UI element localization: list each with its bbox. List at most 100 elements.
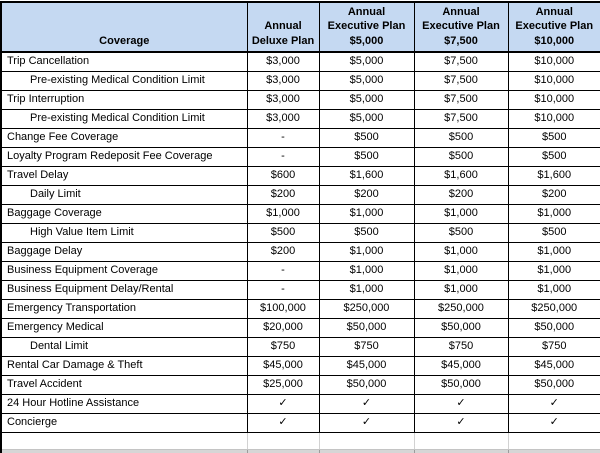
table-row: Pre-existing Medical Condition Limit $3,0… bbox=[0, 108, 600, 129]
coverage-label: Baggage Delay bbox=[0, 241, 248, 262]
plan-value: $50,000 bbox=[507, 317, 600, 338]
plan-value: $45,000 bbox=[318, 355, 415, 376]
check-icon: ✓ bbox=[318, 412, 415, 433]
policy-cost-value: $620 bbox=[413, 448, 509, 453]
plan-value: $1,000 bbox=[507, 260, 600, 281]
plan-value: $1,000 bbox=[413, 241, 509, 262]
plan-value: $500 bbox=[413, 146, 509, 167]
table-row: Dental Limit $750 $750 $750 $750 bbox=[0, 336, 600, 357]
policy-cost-value: $275 bbox=[246, 448, 320, 453]
plan-value: $7,500 bbox=[413, 70, 509, 91]
coverage-label: 24 Hour Hotline Assistance bbox=[0, 393, 248, 414]
policy-cost-label: Policy Cost bbox=[0, 448, 248, 453]
coverage-label: Loyalty Program Redeposit Fee Coverage bbox=[0, 146, 248, 167]
table-row: Concierge ✓ ✓ ✓ ✓ bbox=[0, 412, 600, 433]
plan-value: $50,000 bbox=[318, 317, 415, 338]
spacer-cell bbox=[318, 431, 415, 450]
column-header-annual-deluxe-plan: Annual Deluxe Plan bbox=[246, 1, 320, 53]
table-row: Pre-existing Medical Condition Limit $3,0… bbox=[0, 70, 600, 91]
plan-value: $1,000 bbox=[507, 241, 600, 262]
plan-value: $10,000 bbox=[507, 70, 600, 91]
plan-value: $500 bbox=[413, 127, 509, 148]
plan-value: - bbox=[246, 260, 320, 281]
column-header-executive-plan-10000: Annual Executive Plan $10,000 bbox=[507, 1, 600, 53]
plan-value: $45,000 bbox=[413, 355, 509, 376]
table-row: Trip Cancellation $3,000 $5,000 $7,500 $10,0… bbox=[0, 51, 600, 72]
plan-value: $750 bbox=[413, 336, 509, 357]
spacer-cell bbox=[246, 431, 320, 450]
table-header: Coverage Annual Deluxe Plan Annual Execu… bbox=[0, 1, 600, 53]
column-header-executive-plan-5000: Annual Executive Plan $5,000 bbox=[318, 1, 415, 53]
coverage-label: Trip Cancellation bbox=[0, 51, 248, 72]
plan-value: $3,000 bbox=[246, 70, 320, 91]
plan-value: $1,000 bbox=[507, 203, 600, 224]
table-row: Rental Car Damage & Theft $45,000 $45,000 $… bbox=[0, 355, 600, 376]
coverage-label: Pre-existing Medical Condition Limit bbox=[0, 70, 248, 91]
plan-value: $50,000 bbox=[318, 374, 415, 395]
plan-value: $200 bbox=[413, 184, 509, 205]
coverage-label: Emergency Transportation bbox=[0, 298, 248, 319]
check-icon: ✓ bbox=[246, 412, 320, 433]
plan-value: $25,000 bbox=[246, 374, 320, 395]
coverage-label: Pre-existing Medical Condition Limit bbox=[0, 108, 248, 129]
plan-value: $1,000 bbox=[413, 279, 509, 300]
plan-value: $250,000 bbox=[413, 298, 509, 319]
plan-value: $500 bbox=[318, 127, 415, 148]
plan-value: $10,000 bbox=[507, 51, 600, 72]
plan-value: $5,000 bbox=[318, 51, 415, 72]
spacer-row bbox=[0, 431, 600, 450]
plan-value: $7,500 bbox=[413, 51, 509, 72]
table-row: Travel Delay $600 $1,600 $1,600 $1,600 bbox=[0, 165, 600, 186]
plan-value: $500 bbox=[318, 146, 415, 167]
plan-value: $250,000 bbox=[507, 298, 600, 319]
plan-value: $3,000 bbox=[246, 108, 320, 129]
plan-value: $1,000 bbox=[318, 260, 415, 281]
coverage-label: High Value Item Limit bbox=[0, 222, 248, 243]
check-icon: ✓ bbox=[318, 393, 415, 414]
plan-value: $500 bbox=[507, 146, 600, 167]
plan-value: $1,600 bbox=[318, 165, 415, 186]
plan-value: $50,000 bbox=[413, 374, 509, 395]
plan-value: $500 bbox=[413, 222, 509, 243]
coverage-label: Business Equipment Coverage bbox=[0, 260, 248, 281]
plan-value: $500 bbox=[246, 222, 320, 243]
table-row: Daily Limit $200 $200 $200 $200 bbox=[0, 184, 600, 205]
spacer-cell bbox=[0, 431, 248, 450]
plan-value: $3,000 bbox=[246, 51, 320, 72]
plan-value: $200 bbox=[507, 184, 600, 205]
plan-value: $10,000 bbox=[507, 108, 600, 129]
column-header-executive-plan-7500: Annual Executive Plan $7,500 bbox=[413, 1, 509, 53]
plan-value: - bbox=[246, 146, 320, 167]
table-row: Trip Interruption $3,000 $5,000 $7,500 $10,0… bbox=[0, 89, 600, 110]
table-row: Emergency Medical $20,000 $50,000 $50,000 $5… bbox=[0, 317, 600, 338]
spacer-cell bbox=[507, 431, 600, 450]
table-row: Business Equipment Delay/Rental - $1,000 $1… bbox=[0, 279, 600, 300]
plan-value: - bbox=[246, 279, 320, 300]
plan-value: $200 bbox=[246, 184, 320, 205]
check-icon: ✓ bbox=[413, 393, 509, 414]
coverage-label: Dental Limit bbox=[0, 336, 248, 357]
plan-value: $10,000 bbox=[507, 89, 600, 110]
coverage-label: Rental Car Damage & Theft bbox=[0, 355, 248, 376]
plan-value: $1,000 bbox=[413, 260, 509, 281]
plan-value: $1,000 bbox=[318, 203, 415, 224]
coverage-label: Emergency Medical bbox=[0, 317, 248, 338]
plan-value: $7,500 bbox=[413, 89, 509, 110]
policy-cost-value: $500 bbox=[318, 448, 415, 453]
plan-value: $500 bbox=[507, 127, 600, 148]
plan-value: $1,000 bbox=[318, 279, 415, 300]
plan-value: $500 bbox=[318, 222, 415, 243]
plan-value: $200 bbox=[246, 241, 320, 262]
plan-value: $750 bbox=[507, 336, 600, 357]
plan-value: $3,000 bbox=[246, 89, 320, 110]
plan-value: $750 bbox=[246, 336, 320, 357]
table-row: Travel Accident $25,000 $50,000 $50,000 $50,… bbox=[0, 374, 600, 395]
spacer-section bbox=[0, 431, 600, 450]
coverage-label: Trip Interruption bbox=[0, 89, 248, 110]
check-icon: ✓ bbox=[507, 412, 600, 433]
plan-value: $1,600 bbox=[507, 165, 600, 186]
check-icon: ✓ bbox=[413, 412, 509, 433]
coverage-label: Travel Accident bbox=[0, 374, 248, 395]
plan-value: $1,600 bbox=[413, 165, 509, 186]
table-row: 24 Hour Hotline Assistance ✓ ✓ ✓ ✓ bbox=[0, 393, 600, 414]
